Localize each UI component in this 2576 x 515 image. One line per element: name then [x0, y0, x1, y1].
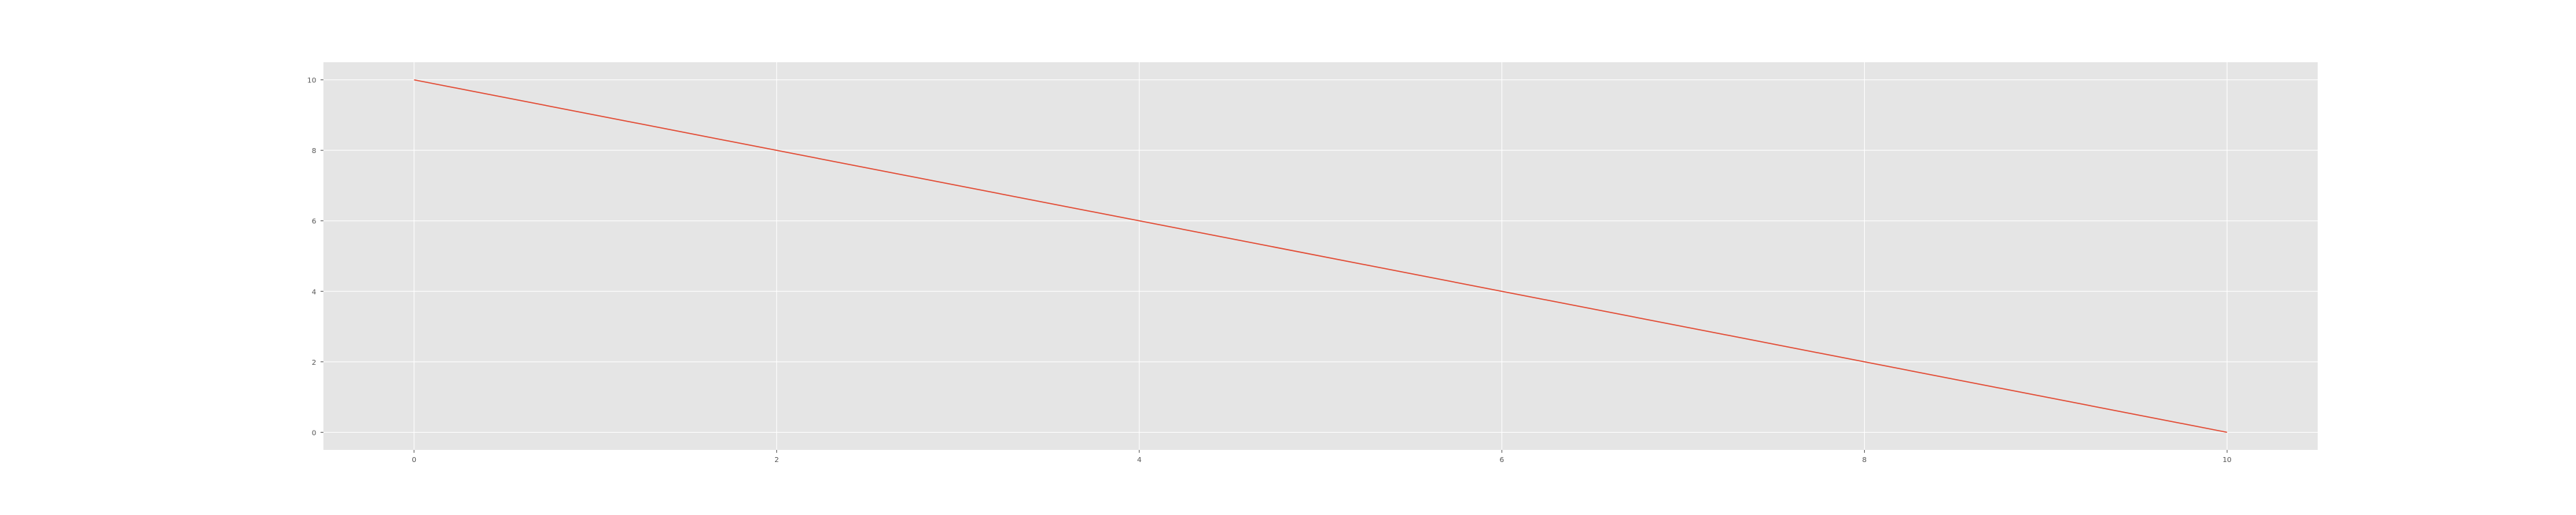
x-tick-label: 4	[1137, 456, 1141, 464]
x-tick-label: 2	[774, 456, 779, 464]
grid-lines	[323, 62, 2318, 450]
y-tick-label: 8	[312, 147, 316, 155]
x-tick-label: 8	[1862, 456, 1866, 464]
y-tick-label: 6	[312, 218, 316, 226]
y-tick-label: 2	[312, 359, 316, 367]
series-line	[414, 79, 2228, 433]
y-tick-label: 0	[312, 429, 316, 437]
x-axis-ticks: 0 2 4 6 8 10	[411, 450, 2232, 464]
y-tick-label: 4	[312, 288, 316, 296]
x-tick-label: 0	[411, 456, 416, 464]
series-layer	[414, 79, 2228, 433]
x-tick-label: 6	[1500, 456, 1504, 464]
y-tick-label: 10	[307, 77, 316, 85]
y-axis-ticks: 0 2 4 6 8 10	[307, 77, 323, 437]
x-tick-label: 10	[2223, 456, 2232, 464]
